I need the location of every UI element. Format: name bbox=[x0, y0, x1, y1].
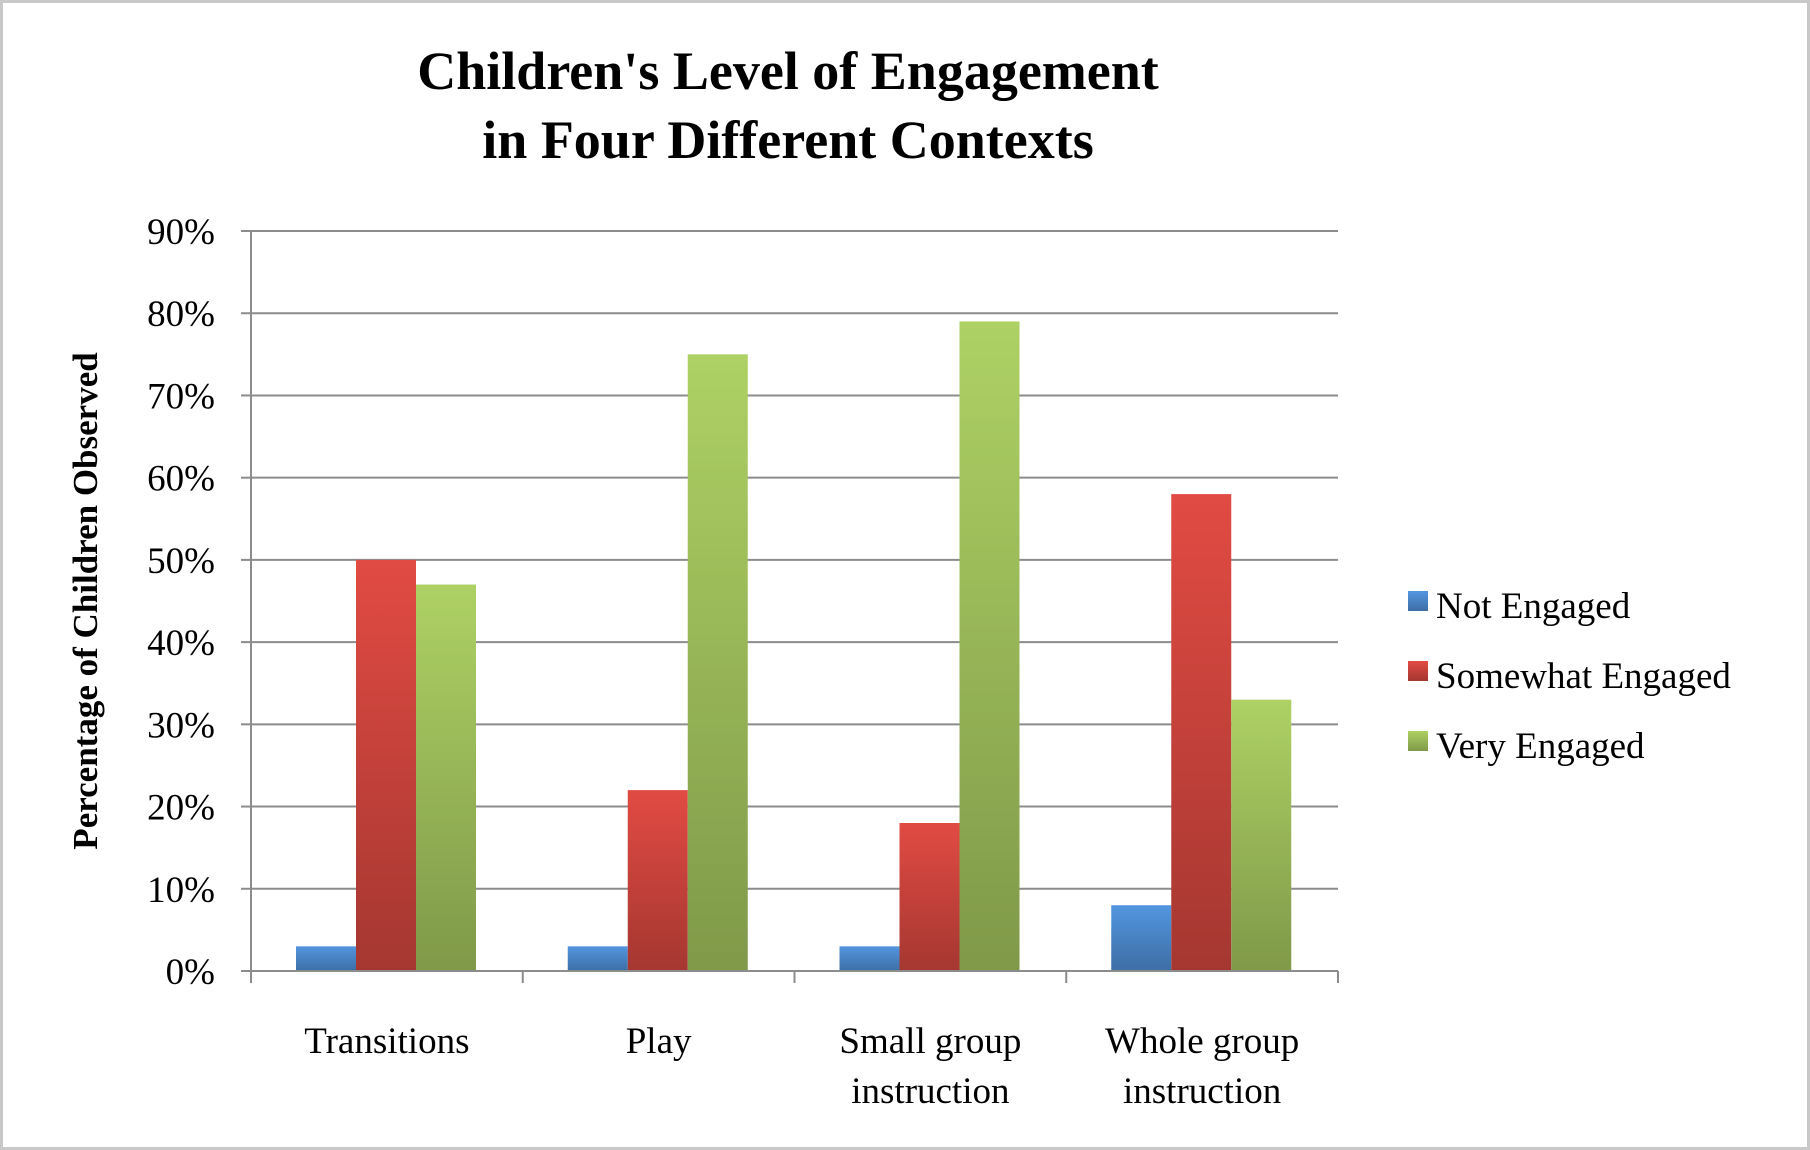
y-axis-title-text: Percentage of Children Observed bbox=[66, 352, 105, 850]
y-tick-label: 20% bbox=[147, 788, 215, 829]
y-tick-label: 90% bbox=[147, 212, 215, 253]
bar-not-engaged bbox=[1111, 905, 1172, 971]
y-axis-tick-labels: 0% 10% 20% 30% 40% 50% 60% 70% 80% 90% bbox=[147, 212, 215, 993]
chart-title-line: in Four Different Contexts bbox=[482, 110, 1093, 170]
bar-somewhat-engaged bbox=[627, 790, 688, 971]
legend-swatch bbox=[1408, 731, 1428, 751]
y-tick-label: 80% bbox=[147, 294, 215, 335]
legend-label: Not Engaged bbox=[1436, 586, 1631, 627]
legend-item-somewhat-engaged: Somewhat Engaged bbox=[1408, 656, 1731, 697]
y-tick-label: 0% bbox=[166, 952, 215, 993]
x-tick-label: Whole group instruction bbox=[1105, 1021, 1299, 1112]
x-axis-tick-labels: Transitions Play Small group instruction Who… bbox=[304, 1021, 1299, 1112]
y-tick-label: 30% bbox=[147, 705, 215, 746]
bars bbox=[296, 321, 1292, 971]
x-axis bbox=[250, 970, 1339, 983]
bar-not-engaged bbox=[296, 946, 356, 971]
legend-swatch bbox=[1408, 591, 1428, 611]
legend-swatch bbox=[1408, 661, 1428, 681]
y-axis-title: Percentage of Children Observed bbox=[66, 352, 105, 850]
bar-very-engaged bbox=[959, 321, 1020, 971]
legend-label: Somewhat Engaged bbox=[1436, 656, 1731, 697]
bar-somewhat-engaged bbox=[356, 559, 416, 971]
y-tick-label: 60% bbox=[147, 459, 215, 500]
x-tick-label: Small group instruction bbox=[839, 1021, 1021, 1112]
bar-very-engaged bbox=[416, 584, 476, 971]
bar-somewhat-engaged bbox=[1171, 494, 1232, 971]
bar-very-engaged bbox=[1231, 699, 1292, 971]
y-tick-label: 40% bbox=[147, 623, 215, 664]
x-tick-label: Play bbox=[626, 1021, 692, 1062]
y-tick-label: 70% bbox=[147, 376, 215, 417]
chart-title: Children's Level of Engagement in Four Di… bbox=[417, 41, 1159, 170]
legend: Not Engaged Somewhat Engaged Very Engaged bbox=[1408, 586, 1731, 767]
chart-canvas: Children's Level of Engagement in Four Di… bbox=[66, 41, 1731, 1112]
chart-title-line: Children's Level of Engagement bbox=[417, 41, 1159, 101]
legend-item-very-engaged: Very Engaged bbox=[1408, 726, 1645, 767]
bar-not-engaged bbox=[567, 946, 628, 971]
x-tick-label: Transitions bbox=[304, 1021, 469, 1062]
bar-not-engaged bbox=[839, 946, 900, 971]
legend-item-not-engaged: Not Engaged bbox=[1408, 586, 1631, 627]
legend-label: Very Engaged bbox=[1436, 726, 1645, 767]
bar-somewhat-engaged bbox=[899, 823, 960, 971]
y-tick-label: 10% bbox=[147, 870, 215, 911]
bar-very-engaged bbox=[687, 354, 748, 971]
y-tick-label: 50% bbox=[147, 541, 215, 582]
